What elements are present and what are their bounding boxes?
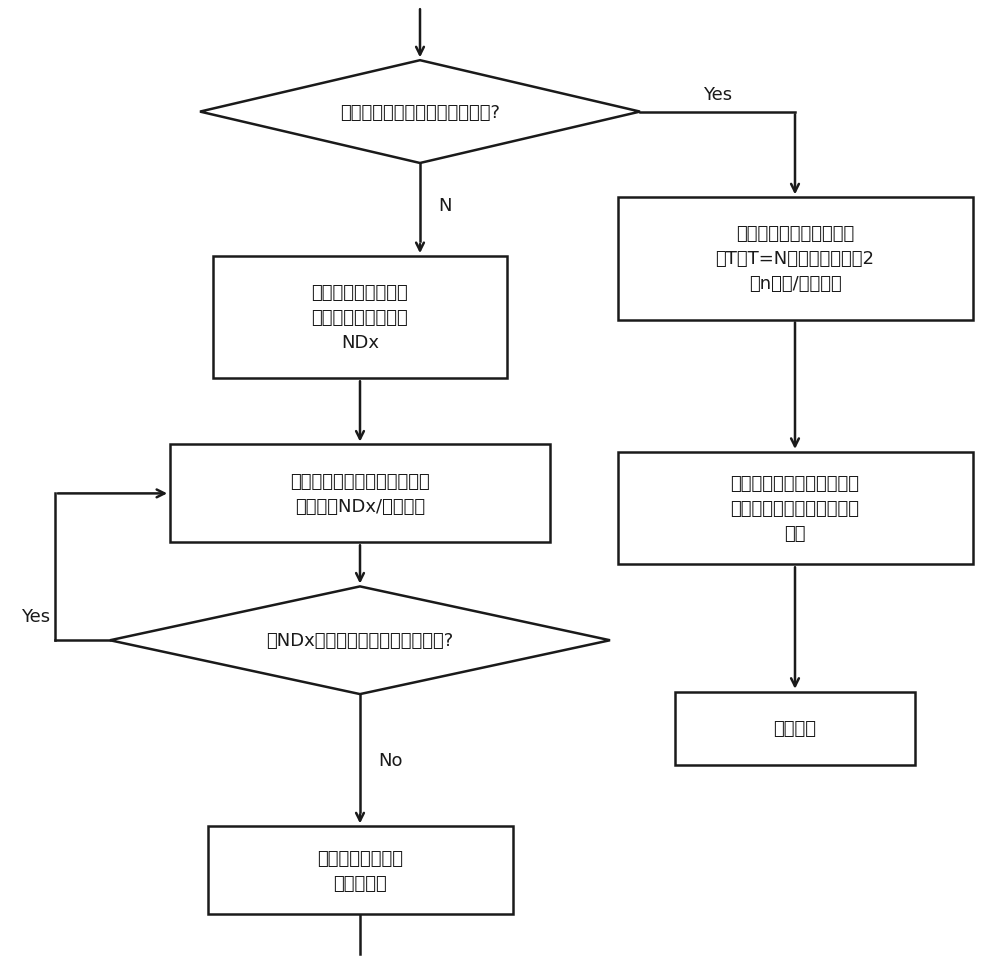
- FancyBboxPatch shape: [208, 826, 512, 914]
- Polygon shape: [200, 62, 640, 164]
- Text: 找到下一个待分配
的控制时隙: 找到下一个待分配 的控制时隙: [317, 849, 403, 892]
- Text: Yes: Yes: [21, 607, 50, 625]
- Text: 与NDx节点无干扰传输的复用子集?: 与NDx节点无干扰传输的复用子集?: [266, 632, 454, 649]
- Text: 待分配控制时隙的节点集合为空?: 待分配控制时隙的节点集合为空?: [340, 104, 500, 121]
- FancyBboxPatch shape: [675, 692, 915, 765]
- FancyBboxPatch shape: [170, 445, 550, 543]
- Text: 从待分配节点集合中
取出一个节点，记为
NDx: 从待分配节点集合中 取出一个节点，记为 NDx: [312, 284, 408, 352]
- Text: 按之前的分配结果，将剩余
控制时隙的重复分配给各个
节点: 按之前的分配结果，将剩余 控制时隙的重复分配给各个 节点: [730, 474, 860, 543]
- FancyBboxPatch shape: [618, 198, 972, 321]
- Text: 分配结束: 分配结束: [774, 720, 816, 737]
- Text: Yes: Yes: [703, 86, 732, 104]
- FancyBboxPatch shape: [212, 257, 507, 379]
- Text: N: N: [438, 197, 452, 214]
- FancyBboxPatch shape: [618, 453, 972, 565]
- Text: 将当前可供分配的控制时隙分
配给节点NDx/复用子集: 将当前可供分配的控制时隙分 配给节点NDx/复用子集: [290, 472, 430, 515]
- Text: No: No: [378, 751, 402, 770]
- Text: 计算该分配结果的重复周
期T：T=N上对齐到最近的2
的n次幂/时隙阈值: 计算该分配结果的重复周 期T：T=N上对齐到最近的2 的n次幂/时隙阈值: [716, 225, 874, 293]
- Polygon shape: [110, 587, 610, 694]
